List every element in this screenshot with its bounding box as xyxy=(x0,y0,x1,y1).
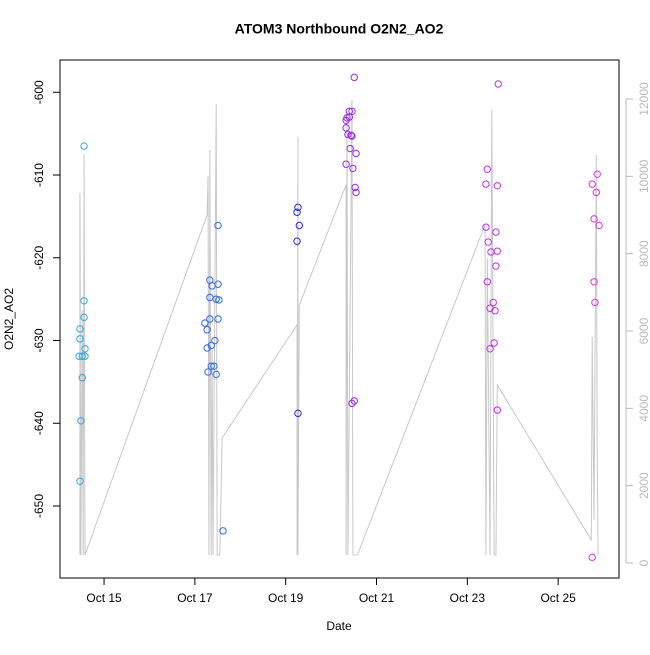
x-tick-label: Oct 17 xyxy=(177,591,213,605)
data-point xyxy=(593,170,601,178)
data-point xyxy=(588,180,596,188)
data-point xyxy=(346,144,354,153)
x-tick-label: Oct 25 xyxy=(540,591,576,605)
data-point xyxy=(349,164,357,173)
data-point xyxy=(294,203,302,211)
data-point xyxy=(214,221,222,230)
data-point xyxy=(212,370,220,379)
data-point xyxy=(490,339,498,347)
data-point xyxy=(494,80,502,88)
data-point xyxy=(214,280,222,288)
data-point xyxy=(76,477,84,485)
chart-title: ATOM3 Northbound O2N2_AO2 xyxy=(235,21,444,37)
data-line xyxy=(79,99,599,556)
data-point xyxy=(214,315,222,323)
data-point xyxy=(342,160,350,168)
data-point xyxy=(592,188,600,197)
y-tick-label: -650 xyxy=(32,494,46,518)
data-point xyxy=(588,553,596,562)
data-point xyxy=(492,228,500,236)
y2-tick-label: 6000 xyxy=(637,317,650,344)
data-point xyxy=(293,208,301,216)
data-point xyxy=(80,142,88,150)
data-point xyxy=(206,315,214,323)
data-point xyxy=(491,307,499,315)
data-point xyxy=(351,183,359,192)
data-point xyxy=(345,113,353,121)
data-point xyxy=(80,313,88,322)
data-point xyxy=(348,107,356,116)
data-point xyxy=(345,107,353,116)
data-point xyxy=(295,221,304,230)
data-point xyxy=(210,362,218,370)
data-point xyxy=(348,399,356,408)
y2-tick-label: 12000 xyxy=(637,82,650,116)
data-point xyxy=(493,182,502,190)
y-tick-label: -610 xyxy=(32,163,46,187)
x-tick-label: Oct 23 xyxy=(450,591,486,605)
data-point xyxy=(77,417,85,425)
data-point xyxy=(293,237,301,245)
plot-frame xyxy=(59,59,620,579)
data-point xyxy=(204,368,212,376)
data-point xyxy=(203,326,211,334)
data-point xyxy=(591,298,599,307)
data-point xyxy=(294,409,302,418)
data-point xyxy=(352,149,360,158)
data-point xyxy=(203,344,211,352)
data-point xyxy=(482,180,490,188)
data-point xyxy=(78,352,86,360)
x-tick-label: Oct 15 xyxy=(86,591,122,605)
data-point xyxy=(201,319,209,327)
data-point xyxy=(493,406,502,414)
data-point xyxy=(482,223,490,231)
data-point xyxy=(590,215,598,223)
data-point xyxy=(595,221,603,230)
data-point xyxy=(493,247,502,255)
data-point xyxy=(208,282,216,290)
data-point xyxy=(344,130,352,139)
x-tick-label: Oct 21 xyxy=(359,591,395,605)
data-point xyxy=(492,262,500,270)
data-point xyxy=(81,345,89,353)
data-point xyxy=(207,362,215,370)
y-tick-label: -600 xyxy=(32,80,46,104)
y2-tick-label: 10000 xyxy=(637,159,650,193)
data-point xyxy=(348,132,356,140)
data-point xyxy=(350,73,358,82)
data-point xyxy=(483,165,492,173)
data-point xyxy=(489,298,497,307)
y2-tick-label: 8000 xyxy=(637,240,650,267)
data-point xyxy=(211,336,219,345)
data-point xyxy=(342,124,350,132)
y-axis-label: O2N2_AO2 xyxy=(2,288,16,350)
data-point xyxy=(76,335,84,343)
y-tick-label: -640 xyxy=(32,411,46,435)
x-axis-label: Date xyxy=(326,619,352,633)
data-point xyxy=(81,352,89,360)
y-tick-label: -630 xyxy=(32,328,46,352)
data-point xyxy=(219,527,227,535)
data-point xyxy=(76,325,84,333)
data-point xyxy=(483,278,492,286)
data-point xyxy=(80,297,88,305)
data-point xyxy=(215,296,223,304)
y2-tick-label: 0 xyxy=(637,559,650,566)
data-point xyxy=(350,397,358,405)
data-point xyxy=(352,188,360,197)
y-tick-label: -620 xyxy=(32,245,46,269)
y2-tick-label: 4000 xyxy=(637,395,650,422)
data-point xyxy=(347,131,355,140)
y2-tick-label: 2000 xyxy=(637,472,650,499)
data-point xyxy=(207,341,215,350)
data-point xyxy=(486,345,494,353)
x-tick-label: Oct 19 xyxy=(268,591,304,605)
data-point xyxy=(484,238,492,246)
data-point xyxy=(590,278,598,286)
data-point xyxy=(78,374,86,382)
